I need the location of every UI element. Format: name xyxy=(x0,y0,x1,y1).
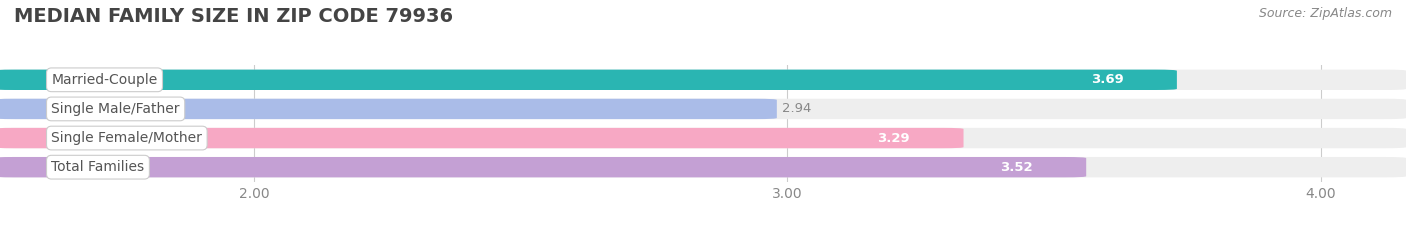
FancyBboxPatch shape xyxy=(0,157,1406,177)
Text: Source: ZipAtlas.com: Source: ZipAtlas.com xyxy=(1258,7,1392,20)
FancyBboxPatch shape xyxy=(0,128,963,148)
FancyBboxPatch shape xyxy=(0,157,1087,177)
Text: Total Families: Total Families xyxy=(52,160,145,174)
Text: 3.52: 3.52 xyxy=(1000,161,1033,174)
Text: 3.29: 3.29 xyxy=(877,132,910,144)
FancyBboxPatch shape xyxy=(0,99,1406,119)
Text: Single Male/Father: Single Male/Father xyxy=(52,102,180,116)
Text: MEDIAN FAMILY SIZE IN ZIP CODE 79936: MEDIAN FAMILY SIZE IN ZIP CODE 79936 xyxy=(14,7,453,26)
FancyBboxPatch shape xyxy=(0,70,1406,90)
FancyBboxPatch shape xyxy=(0,99,778,119)
Text: 3.69: 3.69 xyxy=(1091,73,1123,86)
Text: Single Female/Mother: Single Female/Mother xyxy=(52,131,202,145)
FancyBboxPatch shape xyxy=(0,128,1406,148)
Text: 2.94: 2.94 xyxy=(782,103,811,115)
Text: Married-Couple: Married-Couple xyxy=(52,73,157,87)
FancyBboxPatch shape xyxy=(0,70,1177,90)
